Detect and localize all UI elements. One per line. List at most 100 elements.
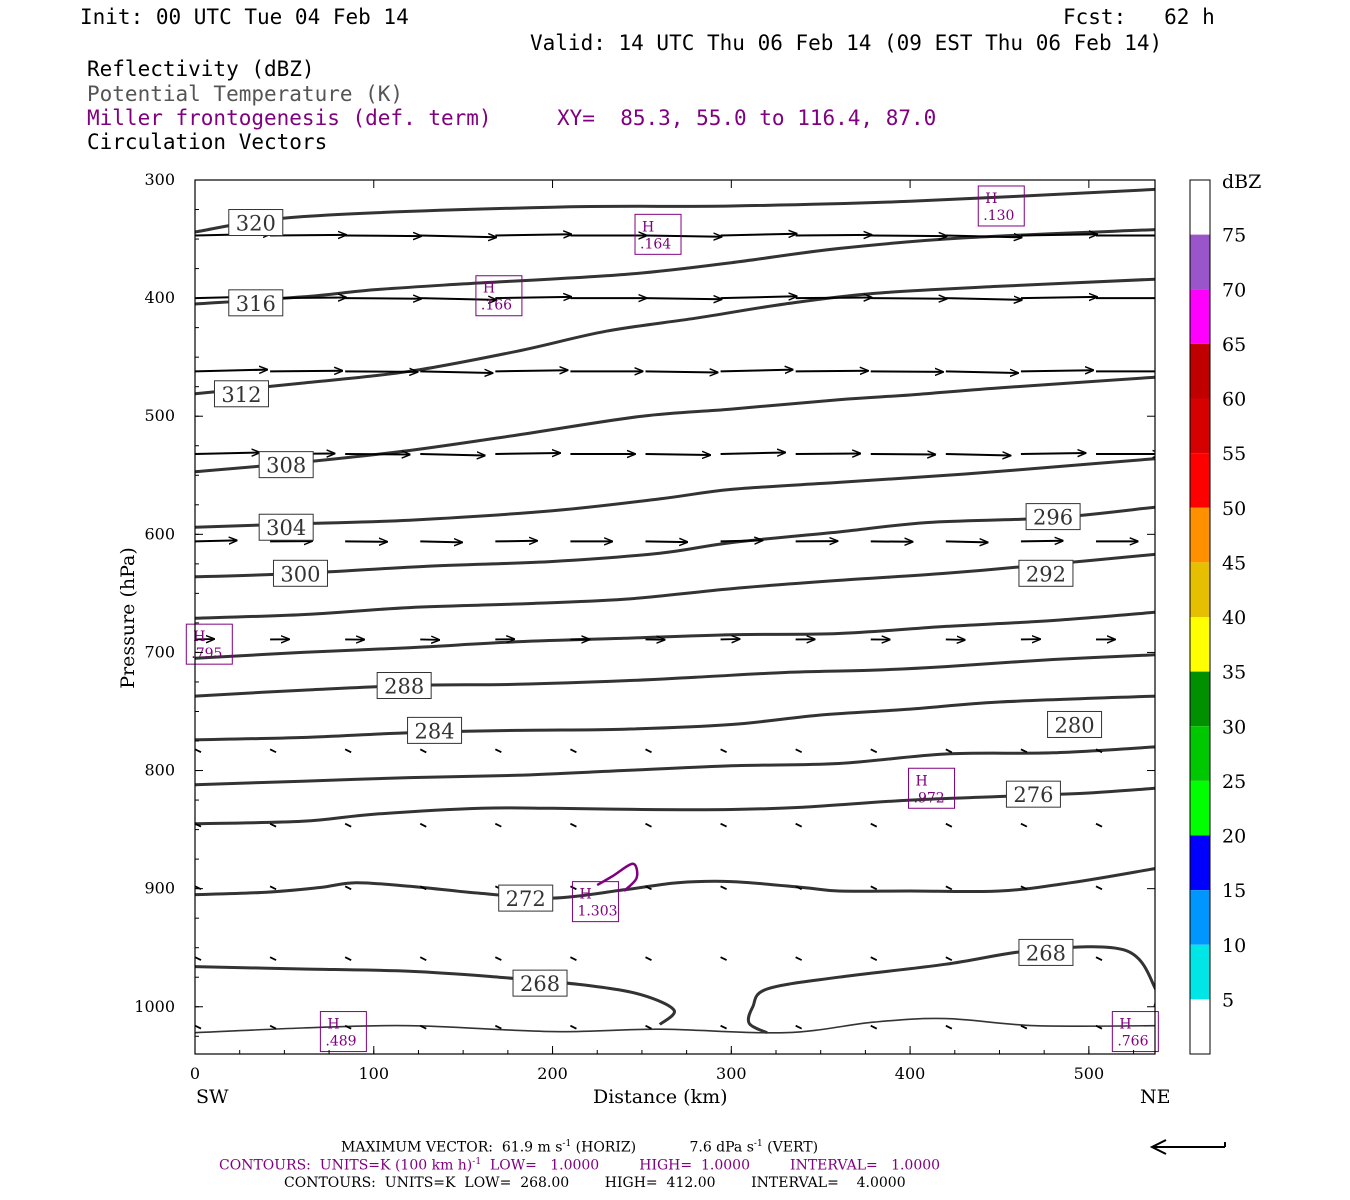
frontogenesis-max-box [475,275,523,317]
theta-contour-320 [195,187,1155,234]
frontogenesis-max: H.130 [977,185,1025,227]
colorbar-label: 10 [1222,935,1246,957]
y-tick-label: 700 [144,642,175,661]
theta-contour-284 [195,694,1155,742]
circulation-vector [795,298,872,299]
colorbar-cell [1190,780,1210,836]
theta-label-text: 312 [221,383,261,407]
circulation-vector [645,748,652,754]
circulation-vector [645,236,722,237]
colorbar-cell [1190,289,1210,344]
theta-label-box [258,451,314,479]
theta-label-box [1047,710,1103,738]
forecast-hour: Fcst: 62 h [1063,5,1215,29]
circulation-vector [195,540,237,541]
colorbar-cell [1190,944,1210,1000]
field-label-reflectivity: Reflectivity (dBZ) [87,57,315,81]
circulation-vector [1020,370,1093,371]
frontogenesis-max-box [185,623,233,665]
theta-contour-272 [195,867,1155,900]
theta-label-text: 288 [384,675,424,699]
circulation-vector [945,1024,953,1030]
theta-label-box [228,289,284,317]
footer-theta-contours: CONTOURS: UNITS=K LOW= 268.00 HIGH= 412.… [284,1175,906,1191]
theta-contour-268 [746,945,1155,1035]
circulation-vector [269,748,277,754]
x-axis-title: Distance (km) [593,1086,728,1108]
theta-label-text: 268 [1026,941,1066,965]
circulation-vector [419,822,427,828]
theta-label-320: 320 [228,209,284,237]
theta-label-box [1018,938,1074,966]
x-tick-label: 200 [537,1064,568,1083]
circulation-vector [870,885,878,891]
footer-max-vector: MAXIMUM VECTOR: 61.9 m s-1 (HORIZ) 7.6 d… [341,1139,819,1156]
colorbar-label: 20 [1222,826,1246,848]
theta-contour-268 [195,1017,1155,1034]
theta-label-box [512,969,568,997]
colorbar-cell [1190,507,1210,563]
theta-label-276: 276 [1005,780,1061,808]
circulation-vector [420,236,496,238]
theta-label-box [258,513,314,541]
frontogenesis-max: H.164 [634,213,682,255]
circulation-vector [494,1024,502,1030]
circulation-vector [645,956,652,962]
colorbar-cell [1190,234,1210,290]
circulation-vector [720,748,727,753]
frontogenesis-max-h: H [985,191,997,207]
theta-label-box [1018,559,1074,587]
frontogenesis-max-h: H [483,281,495,297]
colorbar-label: 15 [1222,880,1246,902]
circulation-vector [195,822,202,828]
theta-label-box [376,672,432,700]
colorbar-label: 30 [1222,716,1246,738]
y-tick-label: 300 [144,170,175,189]
frontogenesis-max: H1.303 [571,881,619,923]
theta-contour-300 [195,505,1155,579]
frontogenesis-max-value: .972 [914,790,945,806]
y-tick-label: 600 [144,524,175,543]
colorbar-cell [1190,890,1210,945]
cross-section-endpoints: XY= 85.3, 55.0 to 116.4, 87.0 [557,106,937,130]
colorbar-cell [1190,671,1210,727]
theta-contour-288 [195,653,1155,698]
colorbar-label: 35 [1222,662,1246,684]
circulation-vector [945,371,1018,373]
circulation-vector [495,297,571,298]
colorbar-label: 75 [1222,225,1246,247]
circulation-vector [420,298,496,300]
theta-label-268: 268 [512,969,568,997]
circulation-vector [195,452,260,454]
circulation-vector [1020,453,1086,454]
circulation-vector [795,885,803,891]
circulation-vector [494,822,502,828]
circulation-vector [344,885,352,891]
theta-contour-316 [195,228,1155,306]
colorbar-label: 40 [1222,607,1246,629]
theta-contour-296 [195,552,1155,620]
right-end-label: NE [1140,1086,1171,1108]
circulation-vector [570,1024,577,1030]
circulation-vector [870,454,936,455]
circulation-vector [945,956,953,962]
theta-label-text: 296 [1033,506,1073,530]
circulation-vector [1154,823,1155,825]
circulation-vector [1020,822,1028,828]
frontogenesis-max-value: .166 [481,298,512,314]
circulation-vector [1020,748,1028,754]
circulation-vector [795,371,868,372]
colorbar-cell-top [1190,180,1210,235]
circulation-vector [195,748,202,753]
colorbar-label: 45 [1222,552,1246,574]
left-end-label: SW [196,1086,229,1108]
reference-vector-arrow [1149,1139,1226,1155]
circulation-vector [419,885,427,891]
theta-label-text: 284 [415,719,455,743]
circulation-vector [645,371,718,372]
circulation-vector [1095,822,1103,828]
circulation-vector [419,1024,427,1030]
circulation-vector [720,452,786,454]
theta-label-284: 284 [407,716,463,744]
